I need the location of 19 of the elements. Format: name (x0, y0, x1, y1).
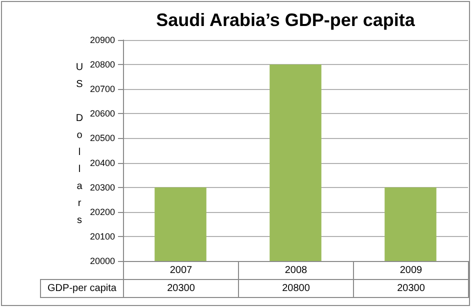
y-tick-label: 20900 (90, 35, 115, 45)
y-tick-label: 20200 (90, 206, 115, 217)
y-axis-title: US Dollars (74, 62, 85, 232)
chart-title: Saudi Arabia’s GDP-per capita (155, 10, 416, 31)
y-tick-label: 20800 (90, 60, 115, 70)
y-tick-label: 20700 (90, 84, 115, 94)
data-label: 20300 (353, 279, 469, 298)
x-tick-label: 2009 (353, 261, 469, 280)
y-tick-label: 20300 (90, 182, 115, 192)
data-label: 20300 (123, 279, 239, 298)
x-tick-label: 2007 (123, 261, 239, 280)
y-tick-label: 20600 (90, 108, 115, 119)
x-tick-label: 2008 (238, 261, 354, 280)
y-tick-label: 20000 (90, 256, 115, 266)
y-tick-label: 20500 (90, 133, 115, 144)
y-tick-label: 20100 (90, 231, 115, 242)
data-label: 20800 (238, 279, 354, 298)
text: GDP-per capita (40, 279, 124, 298)
y-tick-label: 20400 (90, 158, 115, 168)
